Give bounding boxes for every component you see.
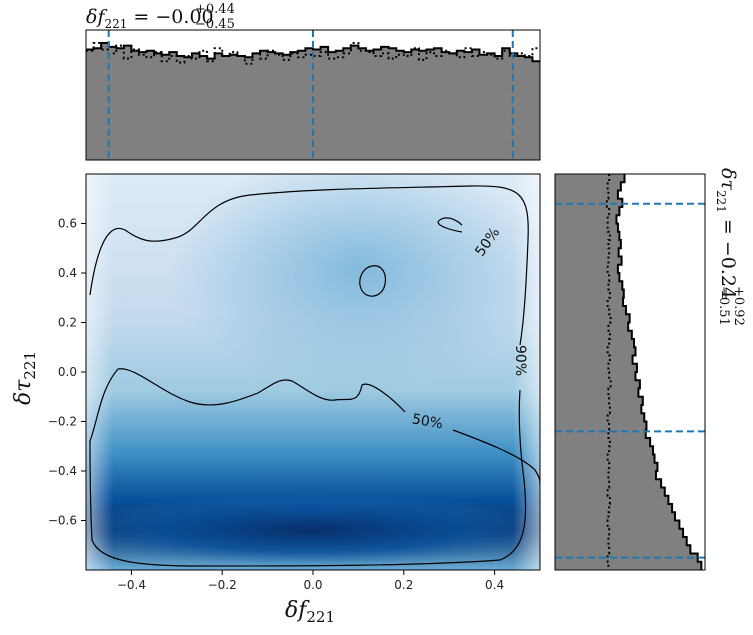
x-tick-label: 0.2	[394, 578, 413, 592]
contour-50-island	[359, 265, 387, 297]
right-title-var: δτ	[717, 168, 739, 190]
right-title-plus: +0.92	[731, 286, 746, 326]
top-title-plus: +0.44	[195, 2, 235, 17]
right-title-value: = −0.24	[717, 213, 739, 299]
top-title-var: δf	[86, 6, 107, 28]
x-axis-title: δf221	[285, 598, 335, 626]
top-title-sub: 221	[104, 17, 127, 31]
right-marginal-panel	[555, 174, 705, 570]
x-tick-label: 0.4	[485, 578, 504, 592]
y-tick-label: −0.6	[48, 514, 77, 528]
y-tick-label: 0.0	[58, 365, 77, 379]
x-tick-label: −0.4	[117, 578, 146, 592]
top-title: δf221 = −0.00	[86, 6, 214, 31]
right-posterior-histogram-fill	[555, 174, 702, 570]
density-edge-fade	[86, 174, 540, 570]
right-posterior-histogram-outline	[615, 174, 703, 570]
right-title-minus: −0.51	[716, 286, 731, 326]
right-panel-frame	[554, 173, 706, 571]
top-title-minus: −0.45	[195, 17, 235, 32]
contour-50-upper	[437, 217, 463, 233]
y-tick-label: 0.4	[58, 266, 77, 280]
x-tick-label: 0.0	[303, 578, 322, 592]
right-quantile-lines	[555, 202, 705, 559]
y-tick-label: −0.2	[48, 415, 77, 429]
right-prior-histogram	[605, 174, 612, 570]
svg-text:δτ221 = −0.24: δτ221 = −0.24	[714, 168, 739, 299]
joint-x-ticks: −0.4 −0.2 0.0 0.2 0.4	[117, 570, 504, 592]
y-axis-title-var: δτ	[11, 379, 36, 405]
x-axis-title-sub: 221	[306, 608, 335, 626]
contour-90	[89, 185, 529, 567]
y-tick-label: −0.4	[48, 464, 77, 478]
x-axis-title-var: δf	[285, 598, 310, 623]
joint-density-panel: 50% 50% 90%	[86, 174, 540, 570]
contour-label-50-lower: 50%	[411, 411, 444, 432]
right-title-sub: 221	[714, 190, 728, 213]
top-marginal-panel	[86, 30, 540, 160]
y-tick-label: 0.6	[58, 217, 77, 231]
right-title: δτ221 = −0.24 +0.92 −0.51	[714, 168, 746, 326]
joint-y-ticks: −0.6 −0.4 −0.2 0.0 0.2 0.4 0.6	[48, 217, 86, 528]
top-title-value: = −0.00	[127, 6, 213, 28]
y-tick-label: 0.2	[58, 316, 77, 330]
y-axis-title: δτ221	[11, 351, 39, 405]
y-axis-title-sub: 221	[21, 351, 39, 380]
x-tick-label: −0.2	[208, 578, 237, 592]
top-panel-frame	[85, 29, 541, 161]
contour-label-90: 90%	[512, 345, 528, 376]
